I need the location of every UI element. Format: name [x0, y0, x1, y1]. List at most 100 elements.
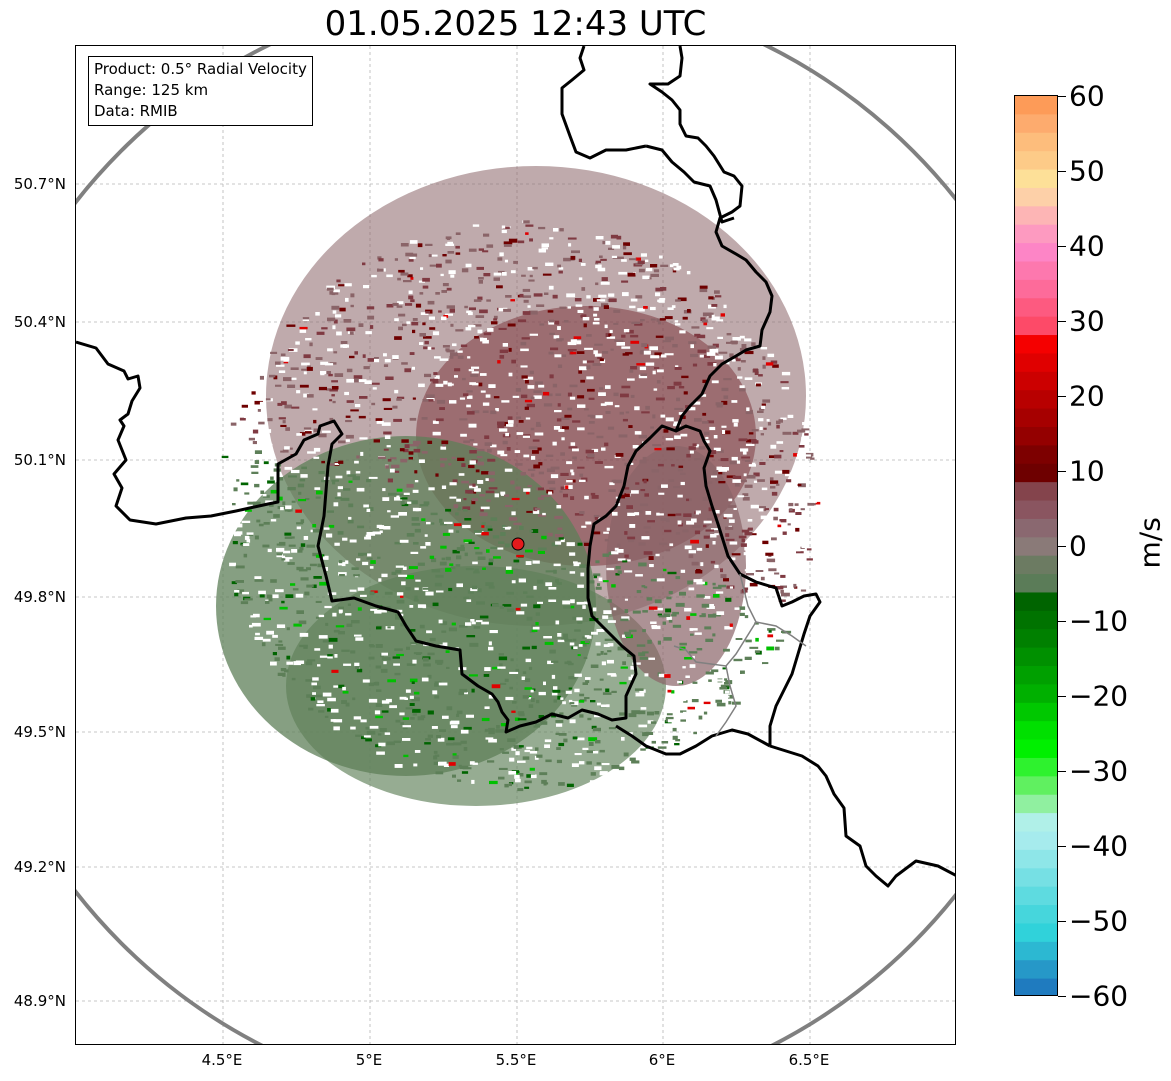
echo-pixel [811, 545, 818, 549]
echo-pixel [741, 456, 751, 459]
echo-pixel [383, 448, 389, 451]
echo-pixel [724, 678, 728, 681]
echo-pixel [599, 771, 608, 775]
echo-pixel [401, 439, 409, 443]
echo-pixel [682, 529, 689, 533]
echo-pixel [724, 690, 730, 694]
echo-pixel [639, 689, 646, 693]
echo-pixel [483, 337, 487, 342]
echo-pixel [580, 572, 585, 577]
echo-pixel [226, 462, 232, 466]
echo-pixel [282, 420, 286, 424]
echo-pixel [374, 357, 379, 360]
echo-pixel [300, 543, 306, 547]
echo-pixel [677, 520, 682, 525]
echo-pixel [548, 351, 554, 355]
echo-pixel [302, 317, 310, 320]
echo-pixel [318, 614, 325, 618]
echo-pixel [615, 566, 621, 570]
echo-pixel [725, 686, 730, 690]
echo-pixel [254, 501, 261, 505]
echo-pixel [262, 429, 272, 433]
echo-pixel [402, 566, 407, 570]
echo-pixel [521, 375, 528, 379]
echo-pixel [442, 642, 448, 647]
echo-pixel [593, 318, 600, 321]
echo-pixel [558, 267, 564, 270]
echo-pixel [402, 738, 411, 741]
echo-pixel [694, 720, 701, 724]
echo-pixel [267, 418, 273, 422]
echo-pixel [488, 558, 494, 563]
echo-pixel [427, 674, 432, 679]
echo-pixel [384, 591, 393, 595]
echo-pixel [488, 478, 495, 482]
echo-pixel [547, 310, 554, 313]
echo-pixel [461, 480, 469, 484]
echo-pixel [635, 257, 641, 261]
echo-pixel [646, 597, 653, 601]
echo-pixel [365, 534, 371, 539]
echo-pixel [517, 718, 527, 721]
echo-pixel [504, 494, 509, 497]
echo-pixel [740, 670, 745, 674]
echo-pixel [453, 742, 462, 746]
echo-pixel [332, 480, 336, 485]
echo-pixel [313, 419, 317, 424]
echo-pixel [493, 277, 500, 281]
echo-pixel [365, 331, 372, 335]
echo-pixel [761, 403, 766, 406]
echo-pixel [493, 396, 500, 399]
echo-pixel [423, 336, 432, 339]
echo-pixel [544, 744, 550, 748]
echo-pixel [442, 532, 450, 536]
echo-pixel [645, 267, 653, 272]
echo-pixel [743, 587, 749, 590]
echo-pixel [362, 561, 369, 566]
echo-pixel [470, 588, 478, 592]
echo-pixel [759, 506, 766, 509]
lon-tick-label: 5.5°E [495, 1051, 537, 1069]
echo-pixel [327, 697, 336, 702]
echo-pixel [445, 556, 451, 561]
echo-pixel [345, 434, 354, 439]
echo-pixel [631, 321, 641, 324]
echo-pixel [468, 674, 478, 677]
echo-pixel [432, 431, 441, 436]
colorbar-band [1015, 261, 1057, 281]
lat-tick-label: 49.8°N [13, 588, 66, 606]
echo-pixel [761, 655, 767, 659]
echo-pixel [526, 376, 534, 380]
echo-pixel [587, 388, 595, 392]
echo-pixel [677, 698, 687, 702]
echo-pixel [346, 623, 353, 627]
echo-pixel [377, 256, 382, 260]
echo-pixel [427, 300, 435, 305]
echo-pixel [718, 351, 728, 354]
echo-pixel [780, 417, 787, 420]
echo-pixel [452, 753, 457, 756]
echo-pixel [456, 555, 462, 560]
echo-pixel [268, 598, 273, 602]
echo-pixel [617, 558, 626, 561]
echo-pixel [470, 374, 479, 377]
echo-pixel [613, 309, 621, 313]
echo-pixel [709, 454, 714, 458]
echo-pixel [618, 256, 624, 259]
echo-pixel [427, 734, 433, 738]
echo-pixel [701, 613, 706, 617]
echo-pixel [781, 592, 790, 597]
echo-pixel [645, 362, 655, 366]
echo-pixel [775, 586, 784, 590]
echo-pixel [270, 476, 274, 480]
echo-pixel [290, 367, 299, 370]
echo-pixel [714, 679, 724, 682]
echo-pixel [461, 463, 466, 467]
echo-pixel [525, 417, 531, 420]
echo-pixel [753, 472, 760, 477]
echo-pixel [532, 688, 536, 691]
echo-pixel [319, 581, 328, 586]
echo-pixel [696, 334, 706, 339]
echo-pixel [283, 558, 290, 562]
radar-map[interactable] [75, 45, 956, 1045]
